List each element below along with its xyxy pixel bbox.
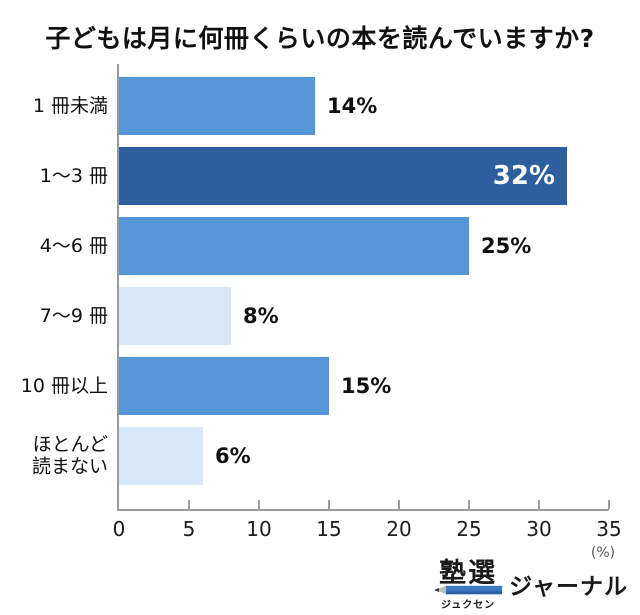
category-label: 10 冊以上	[20, 374, 108, 397]
brand-name: 塾選	[439, 558, 498, 589]
pencil-icon	[434, 585, 503, 595]
x-axis-tick	[468, 500, 470, 509]
category-label: 7〜9 冊	[39, 304, 108, 327]
value-label: 32%	[492, 161, 555, 191]
bar	[119, 287, 231, 345]
x-axis-tick	[258, 500, 260, 509]
y-axis-line	[117, 64, 119, 511]
category-label: 1〜3 冊	[39, 164, 108, 187]
category-label: 4〜6 冊	[39, 234, 108, 257]
x-axis-tick-label: 0	[112, 517, 126, 541]
value-label: 25%	[481, 234, 532, 258]
bar	[119, 217, 469, 275]
x-axis-tick-label: 5	[182, 517, 196, 541]
x-axis-tick	[188, 500, 190, 509]
brand-block: 塾選 ジュクセン	[434, 558, 503, 611]
bar	[119, 77, 315, 135]
value-label: 15%	[341, 374, 392, 398]
x-axis-tick-label: 25	[456, 517, 482, 541]
x-axis-tick	[398, 500, 400, 509]
value-label: 8%	[243, 304, 279, 328]
x-axis-unit-label: (%)	[590, 545, 616, 561]
bar	[119, 427, 203, 485]
category-label: ほとんど 読まない	[31, 433, 108, 478]
bar	[119, 357, 329, 415]
brand-reading: ジュクセン	[440, 600, 496, 611]
x-axis-tick	[538, 500, 540, 509]
value-label: 6%	[215, 444, 251, 468]
x-axis-tick-label: 15	[316, 517, 342, 541]
x-axis-tick-label: 35	[596, 517, 622, 541]
brand-suffix: ジャーナル	[509, 574, 628, 600]
x-axis-tick-label: 20	[386, 517, 412, 541]
x-axis-tick-label: 30	[526, 517, 552, 541]
x-axis-line	[117, 509, 609, 511]
chart-title: 子どもは月に何冊くらいの本を読んでいますか?	[45, 24, 595, 53]
x-axis-tick	[328, 500, 330, 509]
x-axis-tick	[608, 500, 610, 509]
x-axis-tick-label: 10	[246, 517, 272, 541]
value-label: 14%	[327, 94, 378, 118]
category-label: 1 冊未満	[32, 94, 108, 117]
brand-logo: 塾選 ジュクセン ジャーナル	[434, 560, 628, 611]
bar	[119, 147, 567, 205]
